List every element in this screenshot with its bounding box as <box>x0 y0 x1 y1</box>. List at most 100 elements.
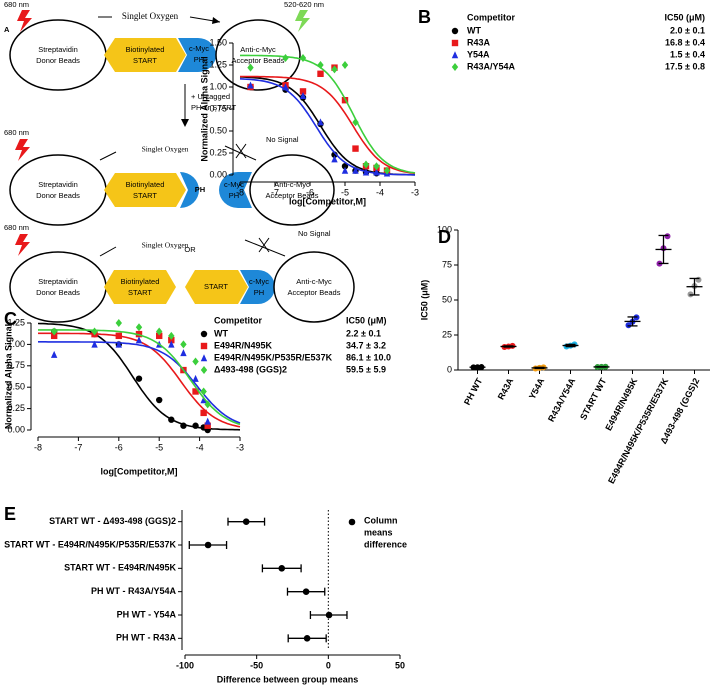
acceptor-label: Anti-c-Myc <box>296 277 332 286</box>
y-tick-label: 0.75 <box>209 103 227 113</box>
point <box>247 81 254 89</box>
x-tick-label: PH WT <box>462 376 485 407</box>
donor-label: Donor Beads <box>36 288 80 297</box>
y-tick-label: 0 <box>447 364 452 374</box>
tag-label: c-Myc <box>224 180 244 189</box>
x-axis-label: Difference between group means <box>217 674 359 684</box>
laser-label: 680 nm <box>4 223 29 232</box>
x-axis-label: log[Competitor,M] <box>101 466 178 476</box>
acceptor-bead <box>273 251 355 323</box>
point <box>204 422 211 429</box>
biotin-start <box>104 38 186 72</box>
start <box>185 270 248 304</box>
point <box>303 635 311 642</box>
point <box>352 145 359 152</box>
point <box>91 340 98 348</box>
legend-label: WT <box>214 328 228 338</box>
donor-label: Streptavidin <box>38 45 78 54</box>
point <box>373 162 380 171</box>
point <box>50 350 58 358</box>
arrow-label: Singlet Oxygen <box>122 11 179 21</box>
biotin-label: Biotinylated <box>121 277 160 286</box>
acceptor-label: Anti-c-Myc <box>274 180 310 189</box>
acceptor-label: Anti-c-Myc <box>240 45 276 54</box>
y-axis-label: Normalized Alpha Signal <box>199 56 209 161</box>
y-tick-label: 0.50 <box>209 125 227 135</box>
legend-label: Column <box>364 515 398 525</box>
laser-label: 680 nm <box>4 128 29 137</box>
fit-curve <box>240 54 416 174</box>
y-tick-label: 1.00 <box>209 81 227 91</box>
point <box>156 332 163 340</box>
y-tick-label: PH WT - R43A <box>116 633 177 643</box>
legend-marker <box>200 354 208 362</box>
arrow-label: Singlet Oxygen <box>142 241 189 250</box>
legend-label: means <box>364 527 393 537</box>
legend-label: E494R/N495K/P535R/E537K <box>214 352 333 362</box>
acceptor-label: Acceptor Beads <box>266 191 319 200</box>
x-tick-label: 0 <box>326 660 331 670</box>
x-tick-label: E494R/N495K <box>603 376 639 432</box>
arrow <box>99 246 117 257</box>
x-tick-label: R43A <box>496 376 516 401</box>
point <box>50 327 58 336</box>
x-tick-label: -8 <box>34 442 42 452</box>
point <box>180 349 187 357</box>
legend-value: 86.1 ± 10.0 <box>346 352 391 362</box>
y-tick-label: PH WT - Y54A <box>117 609 177 619</box>
fit-curve <box>239 78 416 176</box>
point <box>664 233 671 240</box>
legend-marker <box>200 342 208 350</box>
point <box>204 541 212 549</box>
point <box>383 166 391 175</box>
point <box>156 327 163 336</box>
biotin-start <box>104 173 186 207</box>
ph <box>180 172 199 208</box>
point <box>135 323 143 332</box>
point <box>115 319 122 327</box>
y-tick-label: 75 <box>442 259 452 269</box>
step-label: PH or START <box>191 103 237 112</box>
donor-label: Streptavidin <box>38 277 78 286</box>
point <box>352 166 359 174</box>
y-tick-label: 1.25 <box>7 317 25 327</box>
point <box>695 276 702 283</box>
donor-label: Donor Beads <box>36 56 80 65</box>
point <box>50 332 58 340</box>
point <box>168 331 175 340</box>
y-tick-label: 0.50 <box>7 382 25 392</box>
point <box>168 416 175 423</box>
y-axis-label: Normalized Alpha Signal <box>3 324 13 429</box>
x-tick-label: -3 <box>411 187 419 197</box>
arrowhead <box>181 119 189 127</box>
legend-title: Competitor <box>214 315 262 325</box>
legend-value: 59.5 ± 5.9 <box>346 364 386 374</box>
y-axis-label: IC50 (μM) <box>419 280 429 321</box>
point <box>331 151 338 158</box>
x-tick-label: -50 <box>250 660 263 670</box>
point <box>192 422 199 429</box>
x-tick-label: -3 <box>236 442 244 452</box>
point <box>192 388 199 395</box>
y-tick-label: 1.50 <box>209 37 227 47</box>
donor-label: Donor Beads <box>36 191 80 200</box>
x-tick-label: -7 <box>74 442 82 452</box>
legend-value: 2.0 ± 0.1 <box>670 25 705 35</box>
point <box>317 61 324 69</box>
point <box>362 168 370 176</box>
legend-value: 34.7 ± 3.2 <box>346 340 386 350</box>
cmyc-ph <box>240 270 275 304</box>
y-tick-label: 100 <box>437 224 452 234</box>
panel-label: C <box>4 309 17 329</box>
point <box>204 400 211 409</box>
point <box>302 588 310 595</box>
arrow <box>99 151 117 161</box>
y-tick-label: 0.25 <box>7 403 25 413</box>
x-tick-label: -8 <box>236 187 244 197</box>
point <box>200 387 207 396</box>
point <box>180 422 187 429</box>
x-tick-label: -4 <box>196 442 204 452</box>
legend-value-title: IC50 (μM) <box>664 12 705 22</box>
point <box>115 340 122 348</box>
